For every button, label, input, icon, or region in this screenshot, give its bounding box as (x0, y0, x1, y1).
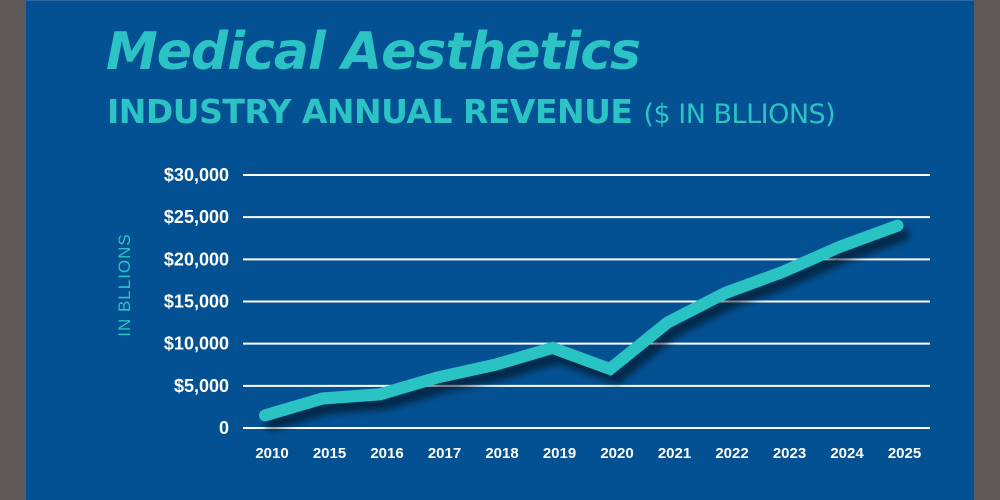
y-tick-label: $30,000 (164, 165, 229, 185)
chart-subtitle: INDUSTRY ANNUAL REVENUE ($ IN BLLIONS) (107, 92, 836, 135)
x-axis-ticks: 2010 2015 2016 2017 2018 2019 2020 2021 2022 2023… (255, 445, 921, 462)
x-tick-label: 2017 (428, 445, 461, 462)
x-tick-label: 2021 (658, 445, 691, 462)
x-tick-label: 2015 (313, 445, 346, 462)
x-tick-label: 2010 (255, 445, 288, 462)
x-tick-label: 2019 (543, 445, 576, 462)
x-tick-label: 2018 (485, 445, 518, 462)
gridlines (243, 174, 930, 429)
revenue-line (259, 219, 904, 422)
x-tick-label: 2016 (370, 445, 403, 462)
x-tick-label: 2022 (715, 445, 748, 462)
y-tick-label: $20,000 (164, 249, 229, 269)
y-axis-label: IN BLLIONS (115, 233, 134, 337)
y-tick-label: $15,000 (164, 292, 229, 312)
y-tick-label: $25,000 (164, 207, 229, 227)
x-tick-label: 2023 (773, 445, 806, 462)
x-tick-label: 2020 (600, 445, 633, 462)
y-tick-label: 0 (219, 418, 229, 438)
y-axis-ticks: 0 $5,000 $10,000 $15,000 $20,000 $25,000 $30,0… (164, 165, 229, 438)
chart-panel (26, 0, 974, 500)
chart-title: Medical Aesthetics (106, 22, 641, 82)
chart-subtitle-main: INDUSTRY ANNUAL REVENUE (107, 92, 633, 131)
y-tick-label: $5,000 (174, 376, 229, 396)
series-annual-revenue (259, 219, 904, 422)
y-tick-label: $10,000 (164, 334, 229, 354)
x-tick-label: 2024 (830, 445, 864, 462)
chart-subtitle-unit-note: ($ IN BLLIONS) (643, 99, 836, 130)
x-tick-label: 2025 (888, 445, 921, 462)
